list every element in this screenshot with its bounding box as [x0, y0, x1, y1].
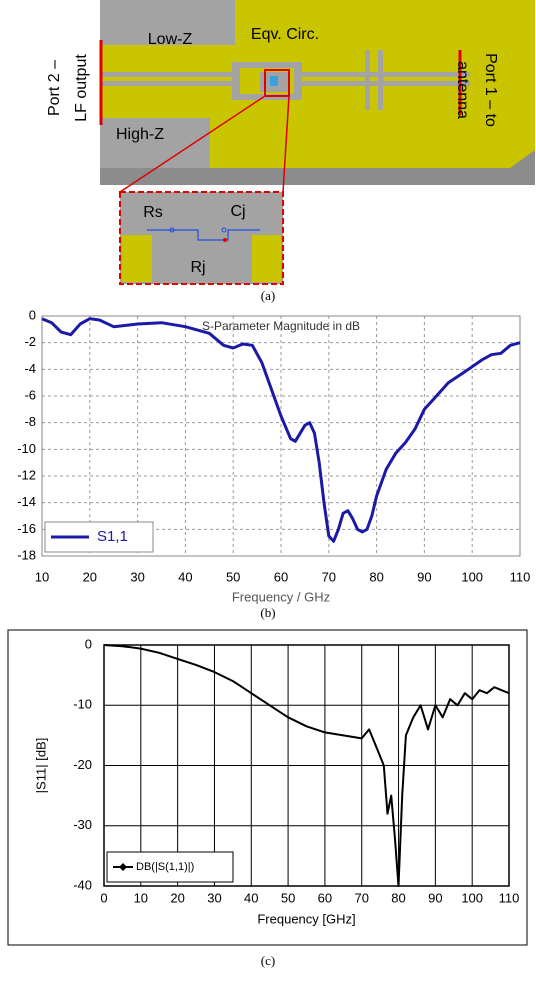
x-tick-label: 20: [170, 890, 184, 905]
y-tick-label: -14: [17, 494, 36, 509]
x-tick-label: 40: [178, 569, 192, 584]
chart-title: S-Parameter Magnitude in dB: [202, 319, 360, 333]
x-tick-label: 70: [322, 569, 336, 584]
x-tick-label: 10: [134, 890, 148, 905]
inset-pad: [122, 235, 152, 282]
figure: Port 2 – LF output Port 1 – to antenna L…: [0, 0, 536, 981]
x-tick-label: 40: [244, 890, 258, 905]
label: Rs: [143, 204, 163, 221]
label: Low-Z: [148, 31, 193, 48]
y-tick-label: -2: [24, 334, 36, 349]
label: High-Z: [116, 126, 164, 143]
x-tick-label: 60: [318, 890, 332, 905]
label: Eqv. Circ.: [251, 26, 319, 43]
x-tick-label: 50: [226, 569, 240, 584]
y-tick-label: -18: [17, 547, 36, 562]
x-tick-label: 50: [281, 890, 295, 905]
legend-label: DB(|S(1,1)|): [136, 861, 194, 873]
x-tick-label: 110: [499, 890, 520, 905]
panel-a: Port 2 – LF output Port 1 – to antenna L…: [46, 0, 535, 303]
panel-frame: [8, 630, 527, 945]
x-tick-label: 30: [207, 890, 221, 905]
y-tick-label: -30: [73, 817, 92, 832]
x-tick-label: 0: [100, 890, 107, 905]
x-tick-label: 60: [274, 569, 288, 584]
y-tick-label: -20: [73, 757, 92, 772]
y-tick-label: -10: [17, 441, 36, 456]
x-tick-label: 80: [369, 569, 383, 584]
x-tick-label: 90: [417, 569, 431, 584]
y-tick-label: 0: [85, 636, 92, 651]
port-label: Port 1 – to: [482, 53, 499, 127]
label: Cj: [230, 203, 245, 220]
x-tick-label: 90: [428, 890, 442, 905]
x-axis-label: Frequency [GHz]: [257, 911, 355, 926]
x-tick-label: 10: [35, 569, 49, 584]
x-tick-label: 20: [83, 569, 97, 584]
port-label: antenna: [454, 61, 471, 119]
node: [223, 238, 227, 242]
x-tick-label: 100: [461, 569, 483, 584]
y-axis-label: |S11| [dB]: [33, 738, 48, 794]
y-tick-label: -6: [24, 387, 36, 402]
x-tick-label: 70: [354, 890, 368, 905]
y-tick-label: -40: [73, 877, 92, 892]
y-tick-label: -4: [24, 361, 36, 376]
x-tick-label: 80: [391, 890, 405, 905]
y-tick-label: -8: [24, 414, 36, 429]
label: Rj: [190, 259, 205, 276]
stub: [365, 50, 370, 110]
x-tick-label: 100: [461, 890, 483, 905]
y-tick-label: 0: [29, 307, 36, 322]
stub: [378, 50, 383, 110]
diode: [270, 76, 278, 86]
x-tick-label: 30: [130, 569, 144, 584]
caption: (b): [260, 605, 275, 620]
port-label: LF output: [73, 54, 90, 122]
inset-pad: [252, 235, 281, 282]
legend-label: S1,1: [97, 528, 128, 545]
x-axis-label: Frequency / GHz: [232, 589, 330, 604]
y-tick-label: -10: [73, 697, 92, 712]
x-tick-label: 110: [510, 569, 531, 584]
y-tick-label: -12: [17, 467, 36, 482]
y-tick-label: -16: [17, 521, 36, 536]
port-label: Port 2 –: [46, 60, 63, 116]
caption: (c): [261, 953, 275, 968]
caption: (a): [261, 288, 275, 303]
